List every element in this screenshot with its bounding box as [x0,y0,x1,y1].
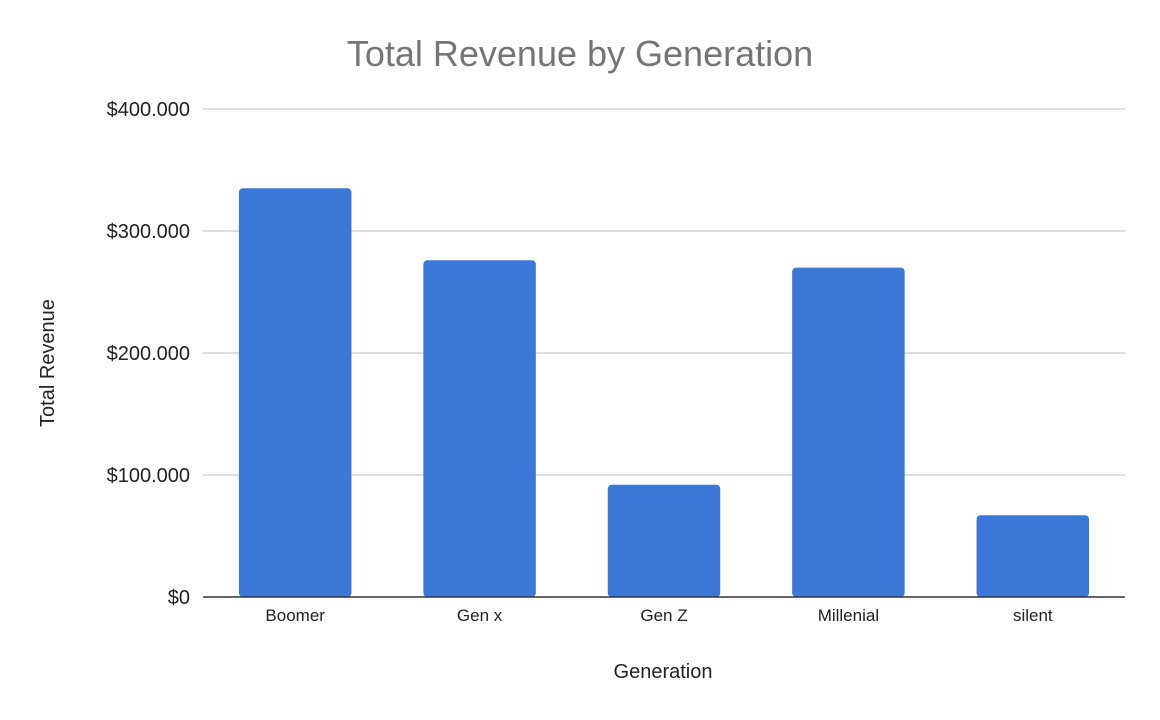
bars [238,188,1090,598]
y-axis-tick-labels: $0 $100.000 $200.000 $300.000 $400.000 [107,99,190,609]
x-tick-label: Gen x [457,606,503,625]
y-axis-title: Total Revenue [37,299,59,427]
y-tick-label: $100.000 [107,465,190,487]
y-tick-label: $400.000 [107,99,190,121]
bar-gen-z [607,484,721,597]
bar-boomer [238,188,352,598]
bar-millenial [792,267,905,597]
x-tick-label: Boomer [265,606,325,625]
y-tick-label: $300.000 [107,221,190,243]
x-tick-label: Gen Z [640,606,687,625]
bar-silent [976,515,1090,597]
chart-title: Total Revenue by Generation [347,33,813,74]
bar-gen-x [423,260,536,597]
y-tick-label: $0 [168,587,190,609]
x-axis-tick-labels: Boomer Gen x Gen Z Millenial silent [265,606,1052,625]
x-tick-label: Millenial [818,606,879,625]
y-tick-label: $200.000 [107,343,190,365]
gridlines [203,108,1125,476]
x-axis-title: Generation [614,661,713,683]
x-tick-label: silent [1013,606,1053,625]
